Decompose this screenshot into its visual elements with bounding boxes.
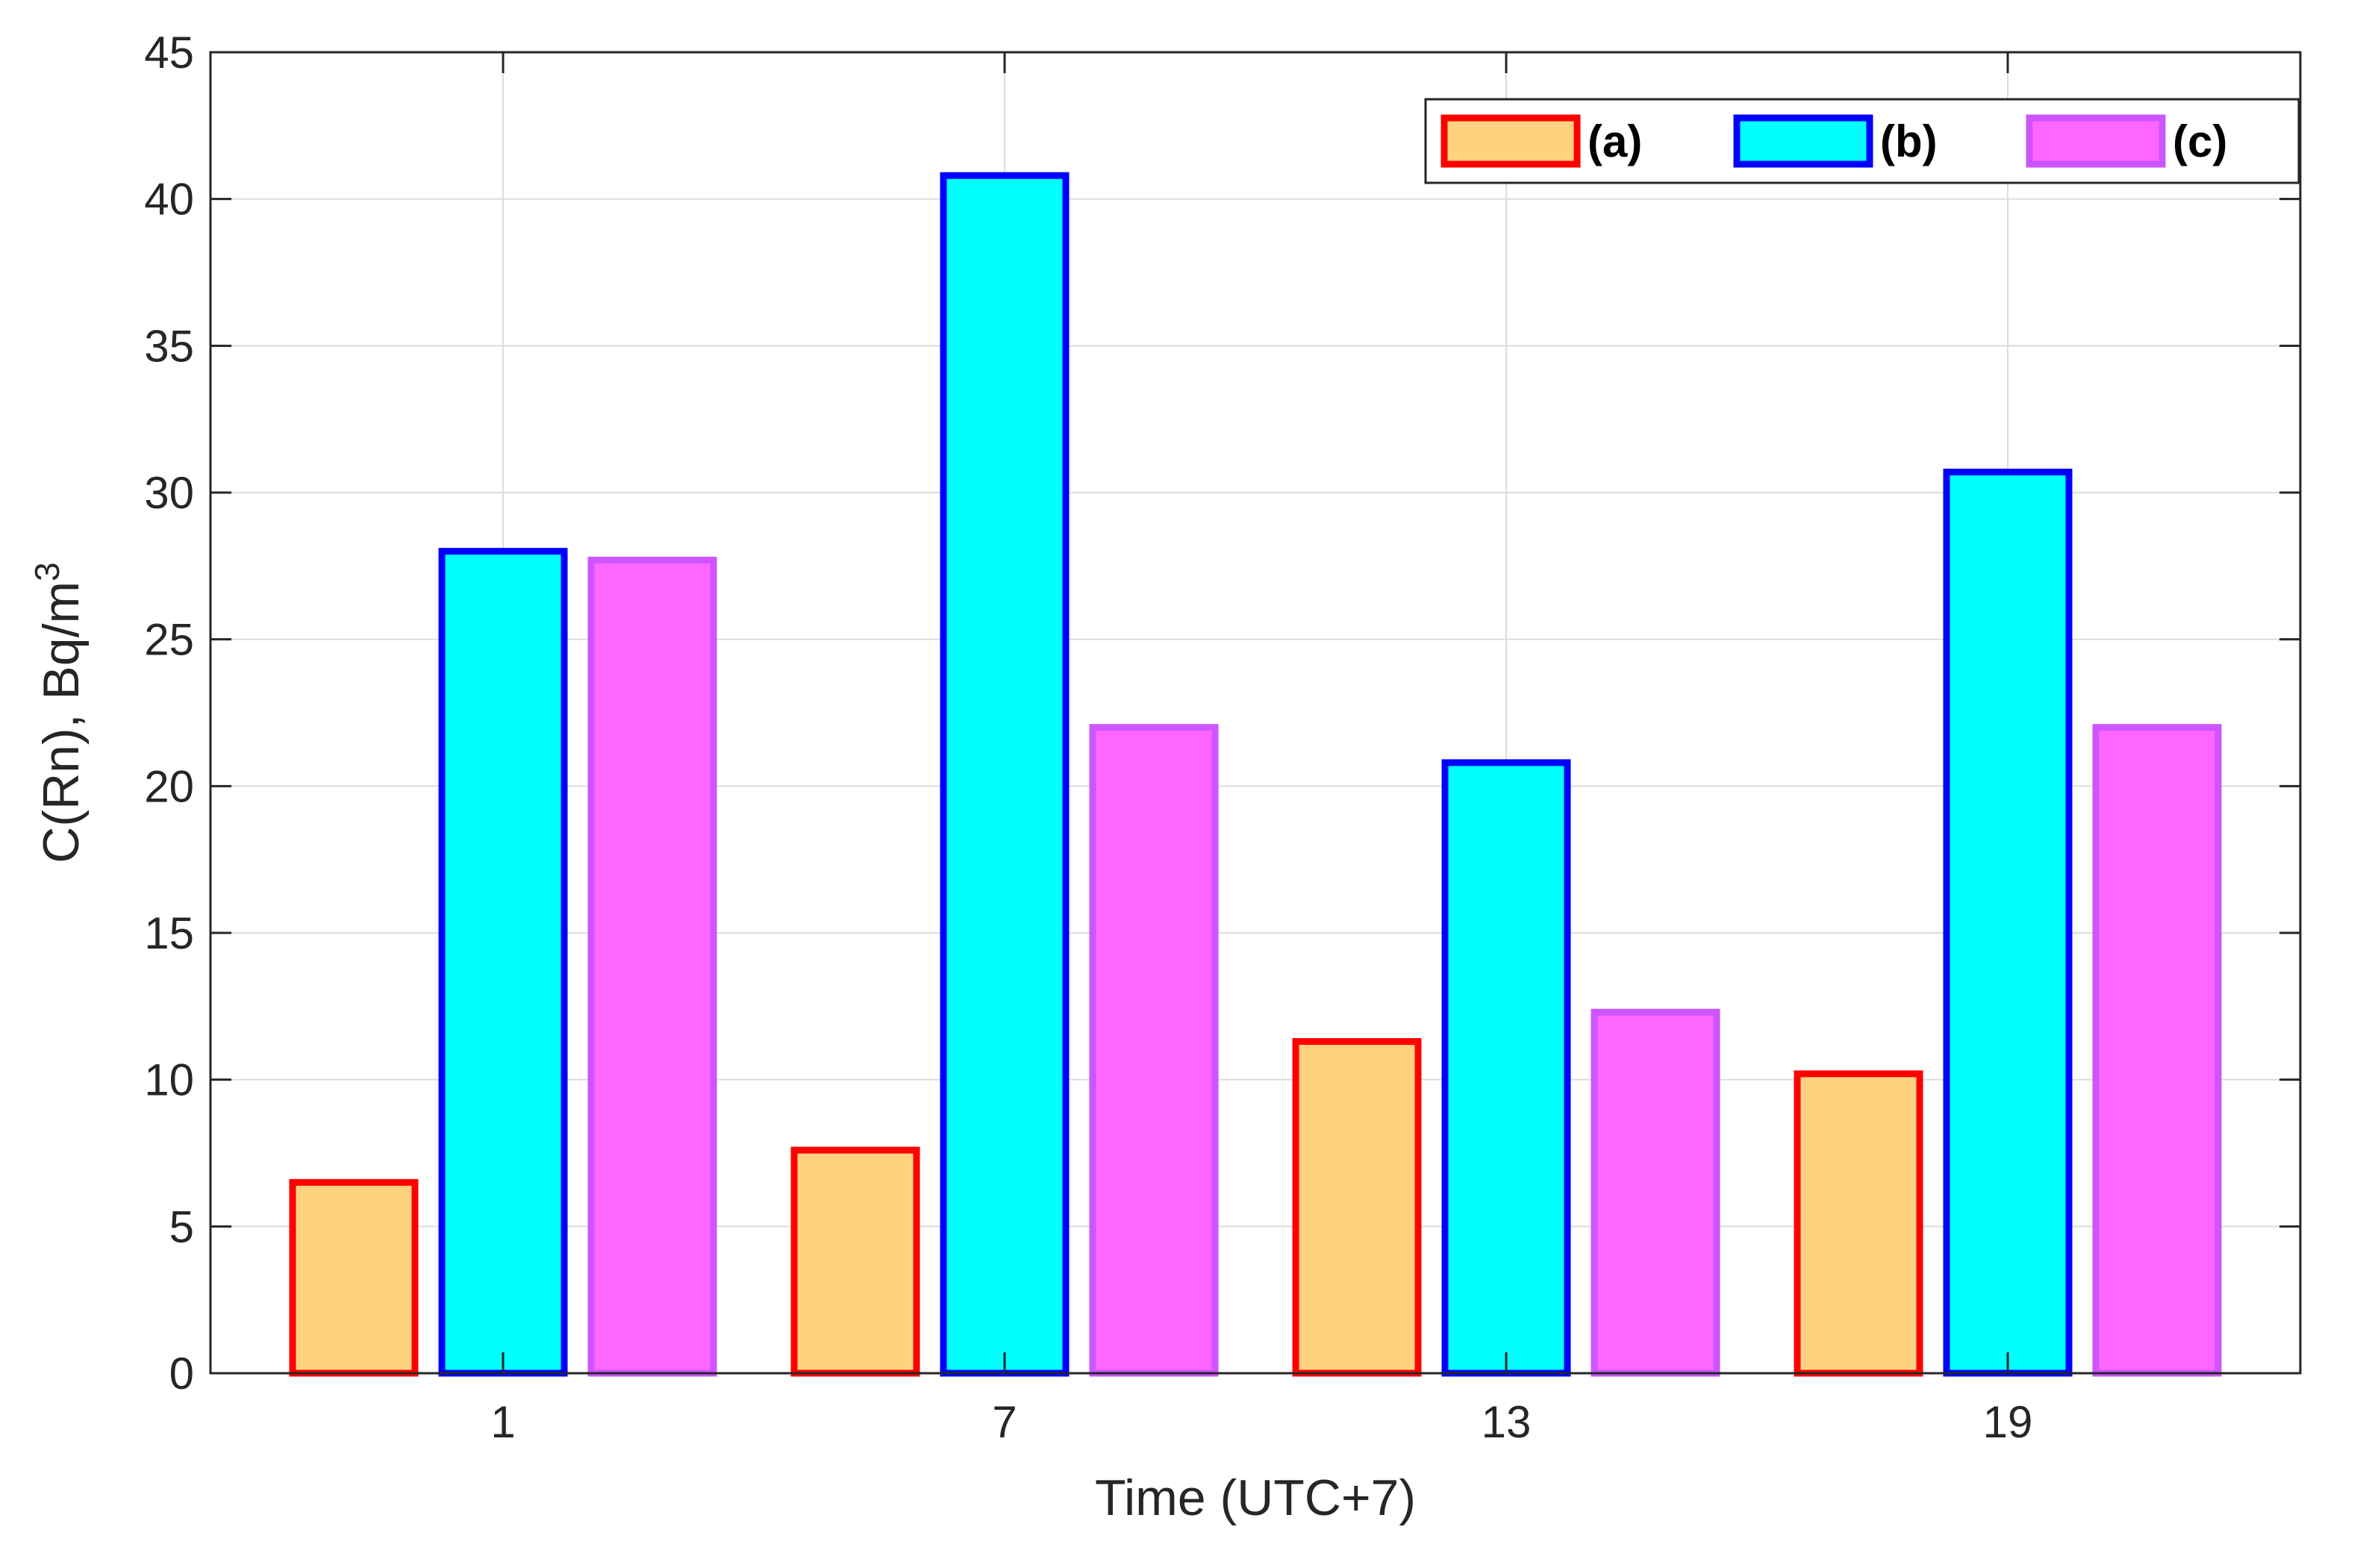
y-tick-label: 40 xyxy=(144,175,194,225)
y-tick-label: 5 xyxy=(169,1202,194,1252)
bar-c-1 xyxy=(587,556,717,1377)
legend-swatch-b xyxy=(1733,114,1873,168)
plot-area-frame xyxy=(209,51,2302,1375)
bar-c-7 xyxy=(1089,724,1219,1377)
y-tick-label: 0 xyxy=(169,1349,194,1399)
bar-c-13 xyxy=(1591,1008,1720,1377)
bar-b-7 xyxy=(940,172,1070,1377)
bar-a-1 xyxy=(289,1178,419,1377)
bar-c-19 xyxy=(2092,724,2222,1377)
legend: (a) (b) (c) xyxy=(1424,98,2300,184)
bar-b-19 xyxy=(1943,468,2073,1377)
y-tick-label: 45 xyxy=(144,28,194,78)
y-axis-title: C(Rn), Bq/m3 xyxy=(28,562,90,863)
bar-a-7 xyxy=(790,1146,920,1377)
legend-swatch-c xyxy=(2026,114,2166,168)
bar-a-13 xyxy=(1292,1038,1422,1377)
legend-label-c: (c) xyxy=(2173,116,2227,166)
bar-b-1 xyxy=(438,548,568,1377)
x-axis-ticks: 1 7 13 19 xyxy=(490,52,2032,1447)
x-axis-title: Time (UTC+7) xyxy=(1095,1469,1416,1526)
x-tick-label: 1 xyxy=(490,1397,515,1447)
y-tick-label: 30 xyxy=(144,468,194,518)
y-axis-ticks: 0 5 10 15 20 25 30 35 40 45 xyxy=(144,28,2300,1399)
bar-b-13 xyxy=(1441,759,1571,1377)
y-tick-label: 20 xyxy=(144,761,194,811)
y-tick-label: 15 xyxy=(144,908,194,958)
legend-swatch-a xyxy=(1440,114,1581,168)
y-axis-title-text: C(Rn), Bq/m xyxy=(33,581,90,863)
y-tick-label: 35 xyxy=(144,321,194,371)
bars-group xyxy=(289,172,2222,1377)
y-tick-label: 10 xyxy=(144,1055,194,1105)
legend-label-a: (a) xyxy=(1588,116,1642,166)
y-axis-title-superscript: 3 xyxy=(28,562,66,581)
y-tick-label: 25 xyxy=(144,615,194,665)
legend-label-b: (b) xyxy=(1880,116,1938,166)
x-tick-label: 13 xyxy=(1482,1397,1532,1447)
x-tick-label: 19 xyxy=(1983,1397,2033,1447)
bar-a-19 xyxy=(1794,1070,1923,1377)
x-tick-label: 7 xyxy=(992,1397,1017,1447)
